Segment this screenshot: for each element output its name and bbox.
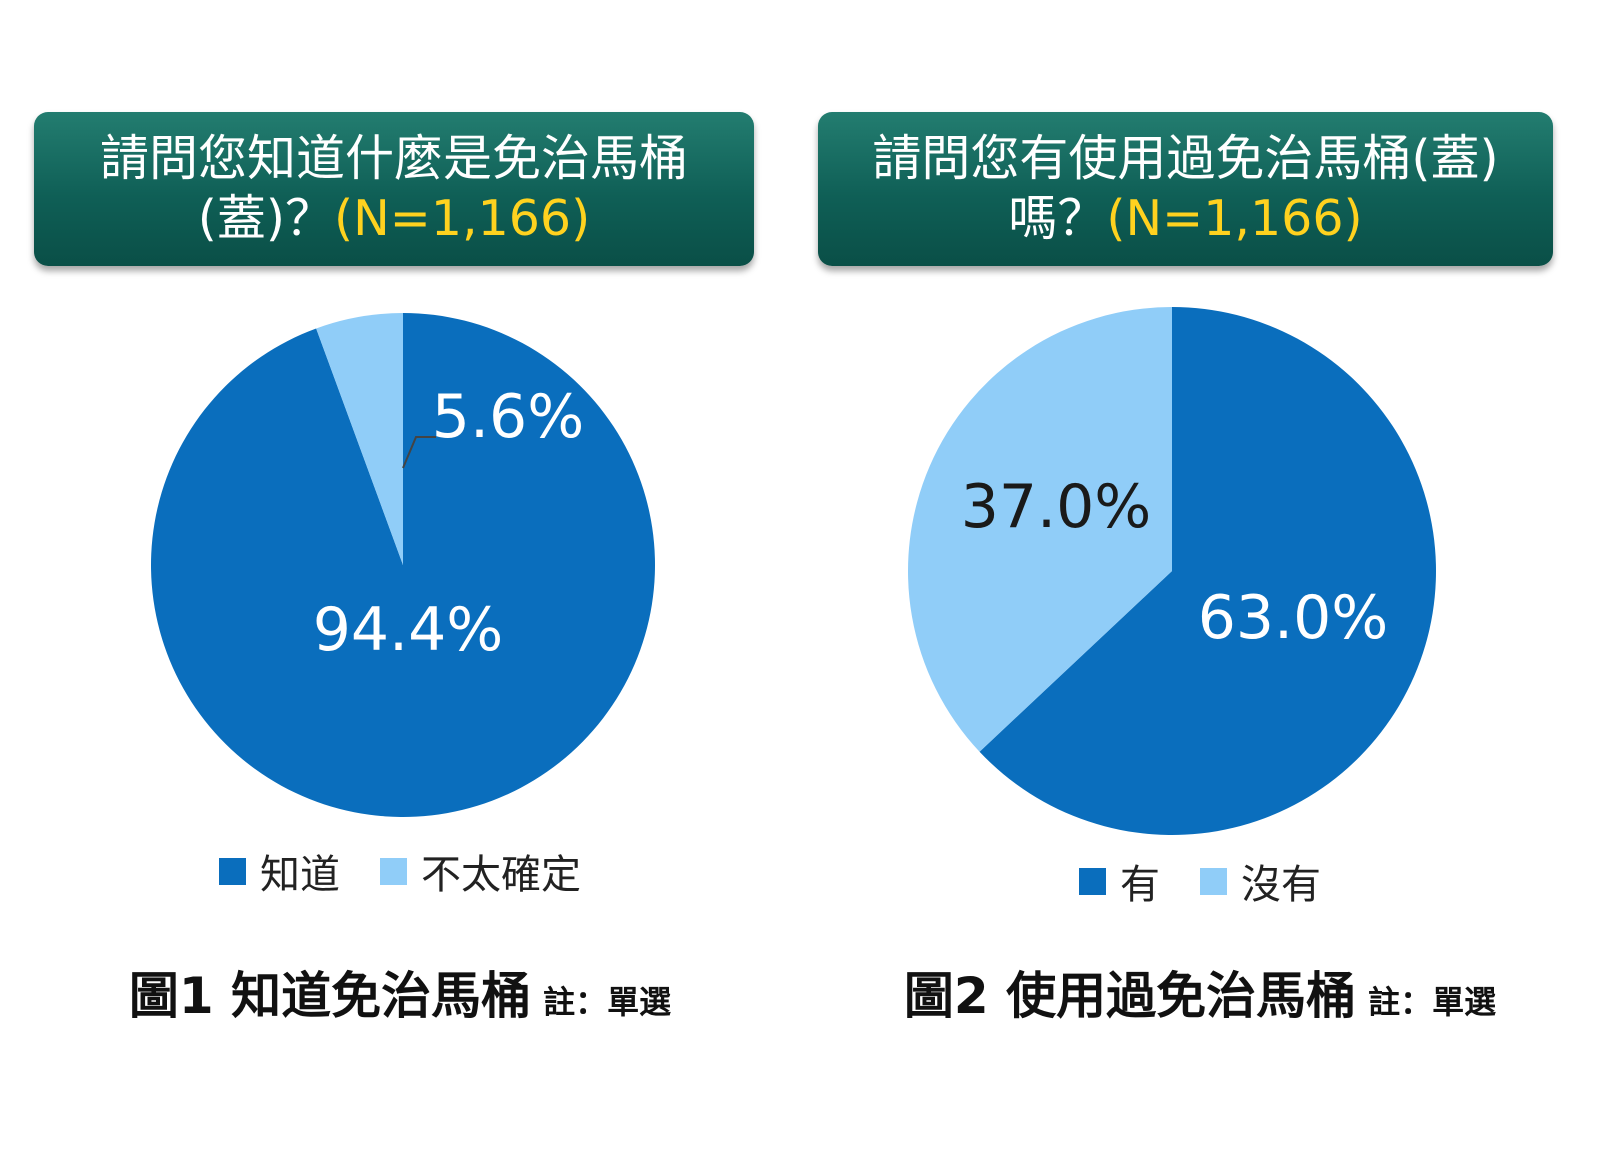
data-label: 5.6% [432, 382, 584, 452]
chart-panel-2: 請問您有使用過免治馬桶(蓋) 嗎？(N=1,166) 63.0% 37.0% 有 … [800, 0, 1600, 1173]
pie-slice [979, 307, 1436, 835]
legend: 有 沒有 [800, 852, 1600, 910]
question-line-1: 請問您知道什麼是免治馬桶 [99, 130, 688, 187]
legend-item: 沒有 [1200, 852, 1321, 910]
pie-slice [908, 307, 1172, 752]
leader-line [402, 436, 436, 469]
legend-swatch [219, 857, 246, 885]
legend-item: 知道 [219, 842, 340, 900]
data-label: 94.4% [313, 595, 504, 665]
legend-label: 沒有 [1241, 862, 1321, 908]
pie-chart-1: 94.4% 5.6% [151, 313, 656, 817]
legend-swatch [380, 857, 407, 885]
sample-size: (N=1,166) [1106, 190, 1363, 247]
pie-slice [316, 313, 403, 565]
question-header: 請問您有使用過免治馬桶(蓋) 嗎？(N=1,166) [818, 112, 1553, 266]
legend-label: 知道 [260, 852, 340, 898]
pie-chart-2: 63.0% 37.0% [908, 307, 1436, 835]
caption-title: 圖1 知道免治馬桶 [128, 967, 532, 1025]
chart-panel-1: 請問您知道什麼是免治馬桶 (蓋)？(N=1,166) 94.4% 5.6% 知道 … [0, 112, 800, 1028]
caption-note: 註：單選 [1368, 983, 1497, 1021]
question-header: 請問您知道什麼是免治馬桶 (蓋)？(N=1,166) [34, 112, 754, 266]
legend-item: 有 [1079, 852, 1160, 910]
pie-slice [151, 313, 656, 817]
legend: 知道 不太確定 [0, 842, 800, 900]
legend-swatch [1079, 867, 1106, 895]
figure-caption: 圖2 使用過免治馬桶 註：單選 [800, 956, 1600, 1028]
sample-size: (N=1,166) [334, 190, 591, 247]
legend-swatch [1200, 867, 1227, 895]
legend-item: 不太確定 [380, 842, 581, 900]
question-line-2: (蓋)？(N=1,166) [34, 189, 754, 249]
figure-caption: 圖1 知道免治馬桶 註：單選 [0, 956, 800, 1028]
legend-label: 不太確定 [421, 852, 581, 898]
question-line-2-text: (蓋)？ [197, 190, 334, 247]
question-line-2-text: 嗎？ [1008, 190, 1107, 247]
caption-title: 圖2 使用過免治馬桶 [903, 967, 1357, 1025]
question-line-1: 請問您有使用過免治馬桶(蓋) [872, 130, 1499, 187]
data-label: 63.0% [1198, 583, 1389, 653]
question-line-2: 嗎？(N=1,166) [818, 189, 1553, 249]
caption-note: 註：單選 [543, 983, 672, 1021]
legend-label: 有 [1120, 862, 1160, 908]
data-label: 37.0% [961, 472, 1152, 542]
